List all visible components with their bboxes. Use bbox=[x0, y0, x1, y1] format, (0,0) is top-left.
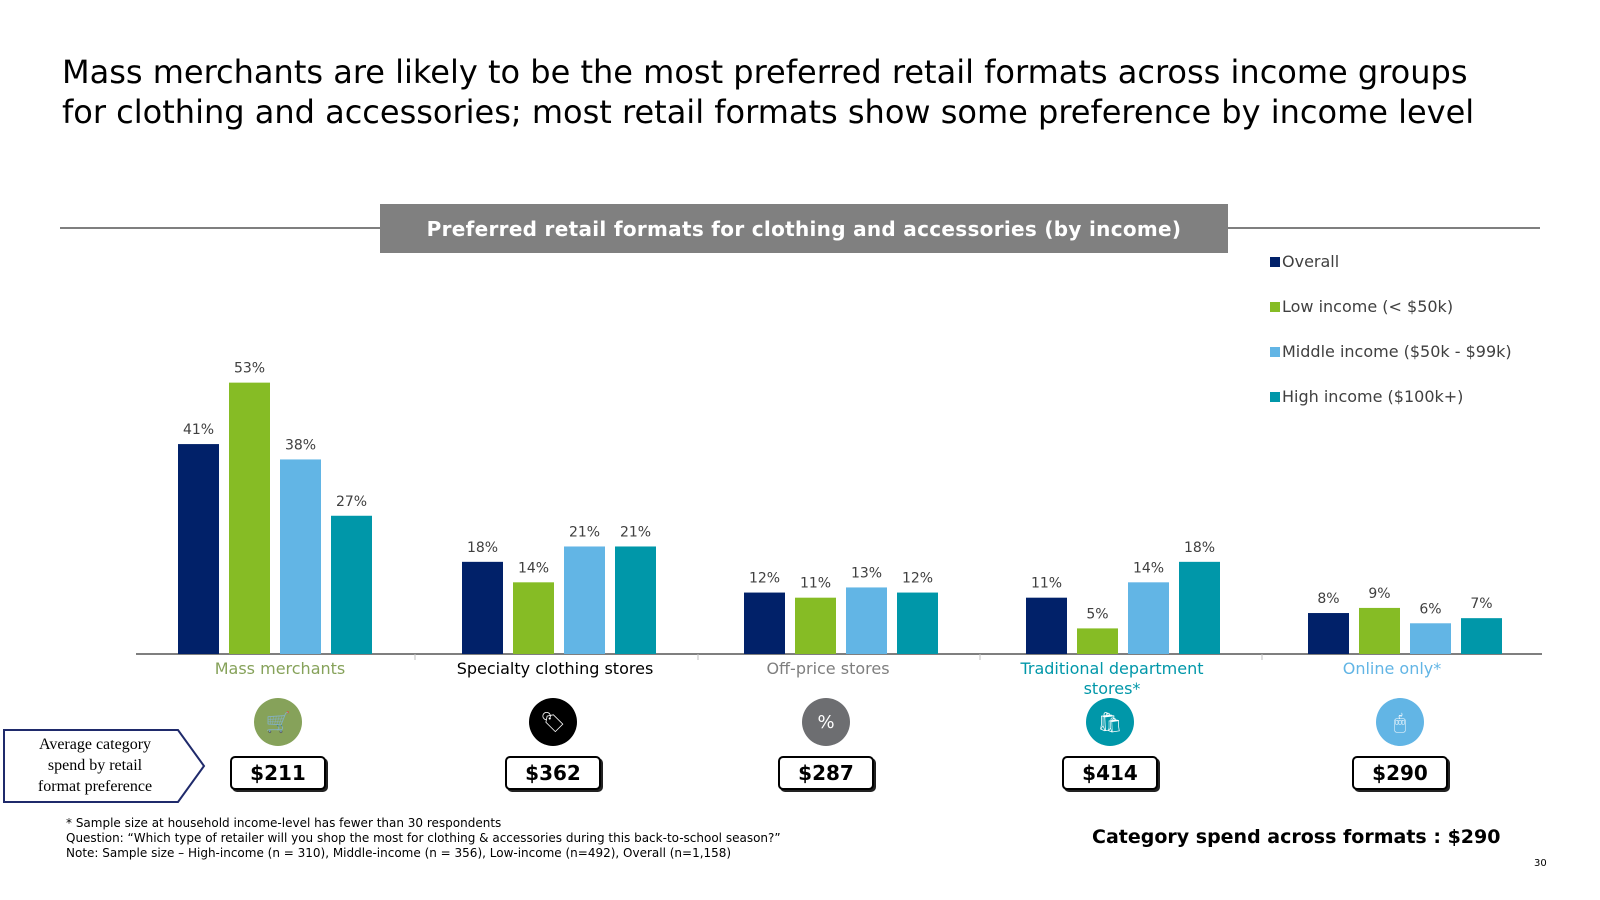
bar-mass-merchants-overall bbox=[178, 444, 219, 654]
cart-icon: 🛒 bbox=[254, 698, 302, 746]
tag-icon-glyph: 🏷 bbox=[540, 710, 566, 734]
spend-value-off-price-stores: $287 bbox=[778, 756, 874, 790]
cart-icon-glyph: 🛒 bbox=[265, 710, 291, 734]
bar-value-label: 14% bbox=[518, 560, 549, 576]
spend-callout-line-1: Average category bbox=[38, 736, 152, 753]
bar-mass-merchants-high-income-100k bbox=[331, 515, 372, 654]
bar-value-label: 7% bbox=[1470, 596, 1492, 612]
bar-value-label: 41% bbox=[183, 422, 214, 438]
bar-value-label: 5% bbox=[1086, 606, 1108, 622]
bar-off-price-stores-middle-income-50k-99k bbox=[846, 587, 887, 654]
legend-entry: Low income (< $50k) bbox=[1282, 297, 1453, 316]
page-title-line-2: for clothing and accessories; most retai… bbox=[62, 93, 1475, 131]
bar-mass-merchants-low-income-50k bbox=[229, 382, 270, 654]
legend-entry: Overall bbox=[1282, 252, 1339, 271]
bar-off-price-stores-overall bbox=[744, 592, 785, 654]
legend-entry: High income ($100k+) bbox=[1282, 387, 1463, 406]
bar-value-label: 53% bbox=[234, 361, 265, 377]
legend-swatch bbox=[1270, 302, 1280, 312]
bar-traditional-department-stores-high-income-100k bbox=[1179, 561, 1220, 654]
page-title-line-1: Mass merchants are likely to be the most… bbox=[62, 53, 1468, 91]
mouse-icon-glyph: 🖱 bbox=[1394, 710, 1406, 734]
legend-swatch bbox=[1270, 347, 1280, 357]
chart-title-banner: Preferred retail formats for clothing an… bbox=[380, 204, 1228, 253]
bar-specialty-clothing-stores-overall bbox=[462, 561, 503, 654]
bar-traditional-department-stores-overall bbox=[1026, 597, 1067, 654]
footnote-note: Note: Sample size – High-income (n = 310… bbox=[66, 846, 732, 860]
bar-specialty-clothing-stores-low-income-50k bbox=[513, 582, 554, 654]
category-label: stores* bbox=[1084, 679, 1141, 698]
bar-value-label: 11% bbox=[1031, 576, 1062, 592]
shopping-bag-icon: 🛍 bbox=[1086, 698, 1134, 746]
spend-callout: Average category spend by retail format … bbox=[6, 734, 184, 797]
tag-icon: 🏷 bbox=[529, 698, 577, 746]
footnote-question: Question: “Which type of retailer will y… bbox=[66, 831, 781, 845]
category-label: Mass merchants bbox=[215, 659, 346, 678]
legend-swatch bbox=[1270, 257, 1280, 267]
page-number: 30 bbox=[1534, 858, 1547, 869]
bar-value-label: 14% bbox=[1133, 560, 1164, 576]
bar-value-label: 12% bbox=[749, 571, 780, 587]
percent-icon: % bbox=[802, 698, 850, 746]
bar-off-price-stores-high-income-100k bbox=[897, 592, 938, 654]
spend-value-online-only: $290 bbox=[1352, 756, 1448, 790]
category-label: Online only* bbox=[1343, 659, 1442, 678]
category-label: Specialty clothing stores bbox=[457, 659, 654, 678]
bar-off-price-stores-low-income-50k bbox=[795, 597, 836, 654]
bar-traditional-department-stores-low-income-50k bbox=[1077, 628, 1118, 654]
callout-arrow-shape bbox=[3, 729, 206, 803]
percent-icon-glyph: % bbox=[817, 711, 835, 733]
footnote-sample: * Sample size at household income-level … bbox=[66, 816, 502, 830]
bar-specialty-clothing-stores-middle-income-50k-99k bbox=[564, 546, 605, 654]
legend-entry: Middle income ($50k - $99k) bbox=[1282, 342, 1512, 361]
bar-value-label: 38% bbox=[285, 437, 316, 453]
bar-traditional-department-stores-middle-income-50k-99k bbox=[1128, 582, 1169, 654]
bar-value-label: 13% bbox=[851, 565, 882, 581]
bar-online-only-middle-income-50k-99k bbox=[1410, 623, 1451, 654]
bar-value-label: 11% bbox=[800, 576, 831, 592]
shopping-bag-icon-glyph: 🛍 bbox=[1097, 710, 1123, 734]
spend-value-specialty-clothing-stores: $362 bbox=[505, 756, 601, 790]
bar-value-label: 18% bbox=[1184, 540, 1215, 556]
bar-online-only-low-income-50k bbox=[1359, 607, 1400, 654]
category-label: Off-price stores bbox=[766, 659, 889, 678]
bar-value-label: 21% bbox=[569, 524, 600, 540]
page-title: Mass merchants are likely to be the most… bbox=[62, 52, 1562, 132]
bar-mass-merchants-middle-income-50k-99k bbox=[280, 459, 321, 654]
bar-value-label: 18% bbox=[467, 540, 498, 556]
bar-value-label: 6% bbox=[1419, 601, 1441, 617]
category-label: Traditional department bbox=[1019, 659, 1203, 678]
spend-value-mass-merchants: $211 bbox=[230, 756, 326, 790]
mouse-icon: 🖱 bbox=[1376, 698, 1424, 746]
bar-value-label: 12% bbox=[902, 571, 933, 587]
footnotes: * Sample size at household income-level … bbox=[66, 816, 781, 861]
legend-swatch bbox=[1270, 392, 1280, 402]
bar-specialty-clothing-stores-high-income-100k bbox=[615, 546, 656, 654]
bar-value-label: 8% bbox=[1317, 591, 1339, 607]
bar-online-only-overall bbox=[1308, 613, 1349, 654]
total-category-spend: Category spend across formats : $290 bbox=[1092, 826, 1501, 848]
spend-callout-line-3: format preference bbox=[37, 778, 153, 795]
bar-value-label: 21% bbox=[620, 524, 651, 540]
spend-value-traditional-department-stores: $414 bbox=[1062, 756, 1158, 790]
header-rule-right bbox=[1228, 227, 1540, 229]
header-rule-left bbox=[60, 227, 380, 229]
bar-value-label: 9% bbox=[1368, 586, 1390, 602]
bar-online-only-high-income-100k bbox=[1461, 618, 1502, 654]
bar-value-label: 27% bbox=[336, 494, 367, 510]
spend-callout-line-2: spend by retail bbox=[47, 757, 143, 774]
